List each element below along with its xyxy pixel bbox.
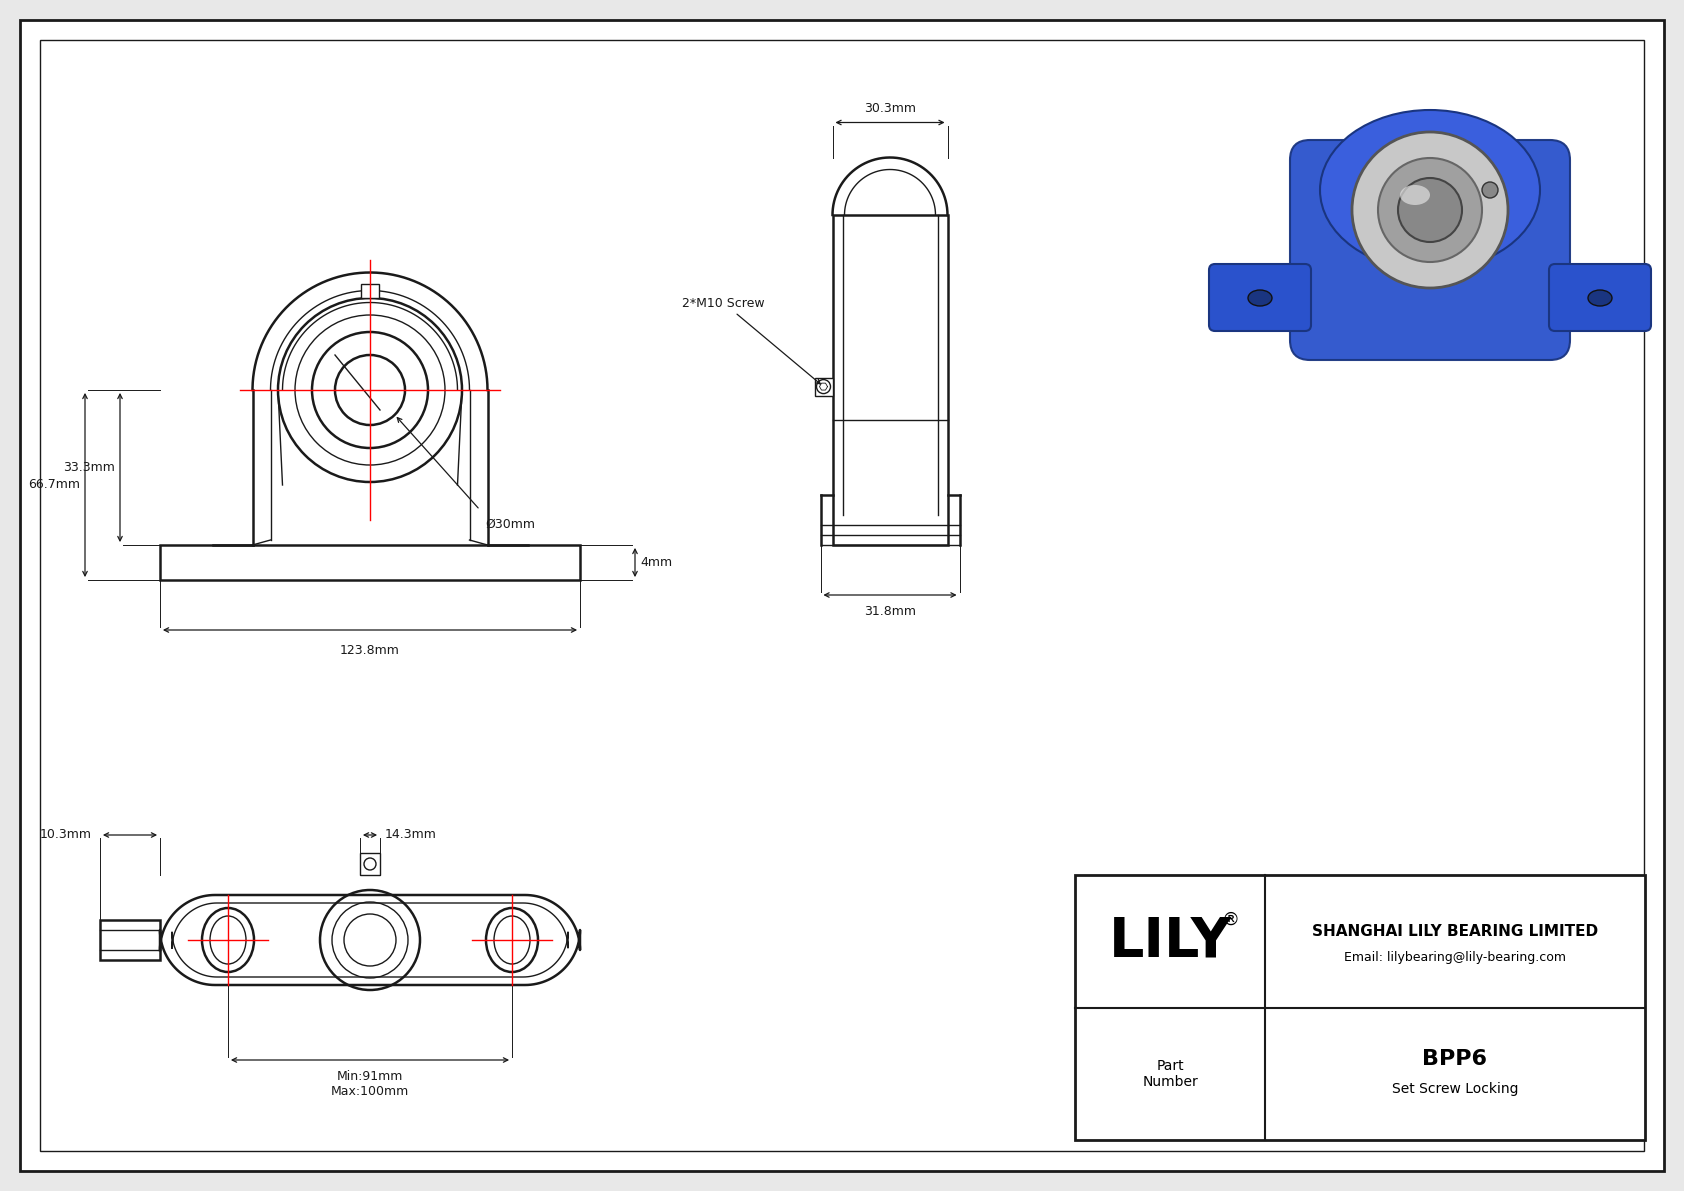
Bar <box>832 216 948 545</box>
Text: 2*M10 Screw: 2*M10 Screw <box>682 297 820 384</box>
Circle shape <box>1378 158 1482 262</box>
Bar <box>815 378 832 395</box>
Text: Email: lilybearing@lily-bearing.com: Email: lilybearing@lily-bearing.com <box>1344 950 1566 964</box>
Bar <box>360 283 379 298</box>
Circle shape <box>1352 132 1507 288</box>
Ellipse shape <box>1399 185 1430 205</box>
Ellipse shape <box>1248 289 1271 306</box>
Text: SHANGHAI LILY BEARING LIMITED: SHANGHAI LILY BEARING LIMITED <box>1312 924 1598 939</box>
Text: ®: ® <box>1221 910 1239 928</box>
Bar <box>99 919 160 960</box>
Bar <box>1074 875 1645 1140</box>
Text: 31.8mm: 31.8mm <box>864 605 916 618</box>
FancyBboxPatch shape <box>1209 264 1312 331</box>
FancyBboxPatch shape <box>1549 264 1650 331</box>
Text: 10.3mm: 10.3mm <box>40 829 93 842</box>
Bar <box>160 545 579 580</box>
Text: Part
Number: Part Number <box>1142 1059 1197 1089</box>
Text: Ø30mm: Ø30mm <box>485 518 536 531</box>
Text: Min:91mm: Min:91mm <box>337 1070 402 1083</box>
Bar <box>360 853 381 875</box>
Text: BPP6: BPP6 <box>1423 1049 1487 1068</box>
Circle shape <box>1398 177 1462 242</box>
FancyBboxPatch shape <box>1290 141 1569 360</box>
Text: 14.3mm: 14.3mm <box>386 829 436 842</box>
Text: 66.7mm: 66.7mm <box>29 479 81 492</box>
Text: Max:100mm: Max:100mm <box>330 1085 409 1098</box>
Text: 4mm: 4mm <box>640 556 672 569</box>
Ellipse shape <box>1320 110 1539 270</box>
Text: 33.3mm: 33.3mm <box>62 461 115 474</box>
Text: 30.3mm: 30.3mm <box>864 101 916 114</box>
Text: LILY: LILY <box>1108 915 1231 968</box>
Text: Set Screw Locking: Set Screw Locking <box>1391 1081 1519 1096</box>
Circle shape <box>1482 182 1499 198</box>
Ellipse shape <box>1588 289 1612 306</box>
Text: 123.8mm: 123.8mm <box>340 644 399 657</box>
